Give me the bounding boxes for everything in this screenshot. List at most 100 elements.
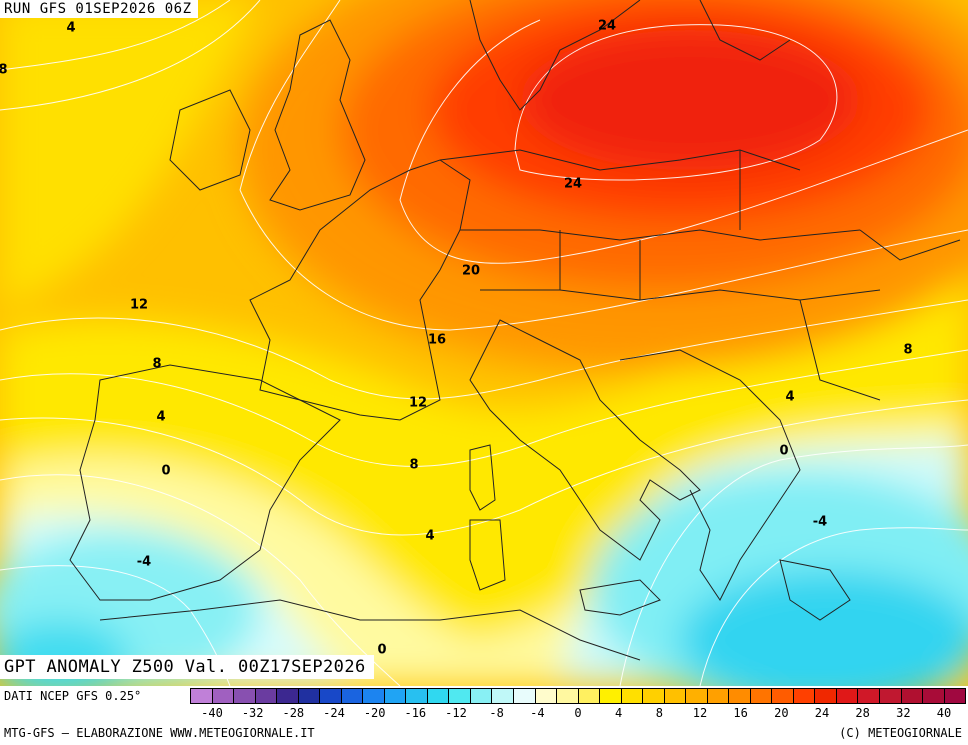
colorbar-swatch [707, 689, 730, 703]
colorbar-swatch [836, 689, 859, 703]
colorbar-swatch [384, 689, 407, 703]
border-central-2 [460, 229, 861, 241]
coastlines [69, 0, 961, 661]
coast-crete-area [779, 559, 851, 621]
low-greece-core [680, 570, 968, 686]
colorbar-swatch [621, 689, 644, 703]
colorbar-tick-label: -28 [282, 706, 305, 720]
isolines [0, 0, 968, 686]
isoline-8 [0, 349, 968, 467]
colorbar-swatch [578, 689, 601, 703]
contour-label: 0 [161, 463, 171, 479]
colorbar [190, 688, 966, 704]
coast-britain [269, 19, 366, 211]
contour-label: 0 [779, 443, 789, 459]
colorbar-swatch [298, 689, 321, 703]
colorbar-swatch [427, 689, 450, 703]
contour-label: 4 [156, 409, 166, 425]
colorbar-swatch [858, 689, 880, 703]
colorbar-tick-label: 20 [774, 706, 789, 720]
colorbar-swatch [492, 689, 514, 703]
colorbar-tick-label: -40 [201, 706, 223, 720]
map-title: GPT ANOMALY Z500 Val. 00Z17SEP2026 [0, 655, 374, 679]
colorbar-swatch [191, 689, 213, 703]
coast-ireland [169, 89, 251, 191]
coast-france [249, 159, 471, 421]
coast-balkans [619, 349, 801, 601]
anomaly-fields [0, 0, 968, 686]
coast-iberia [69, 364, 341, 601]
isoline-m4-east [699, 527, 968, 686]
contour-label: 8 [903, 342, 913, 358]
contour-label: 16 [427, 332, 447, 348]
contour-label: 24 [597, 18, 617, 34]
colorbar-tick-label: 28 [855, 706, 870, 720]
anomaly-map: 4 8 24 24 20 16 12 12 8 8 4 0 8 4 0 -4 -… [0, 0, 968, 686]
colorbar-tick-label: 32 [896, 706, 911, 720]
colorbar-swatch [234, 689, 256, 703]
coast-corsica [469, 444, 496, 511]
colorbar-swatch [944, 689, 966, 703]
colorbar-tick-label: 12 [692, 706, 708, 720]
contour-label: 0 [377, 642, 387, 658]
coast-denmark [469, 0, 641, 111]
border-verticals [559, 150, 881, 401]
colorbar-swatch [880, 689, 902, 703]
isoline-north-atlantic [0, 0, 261, 111]
colorbar-tick-label: 40 [936, 706, 952, 720]
colorbar-tick-label: 16 [733, 706, 748, 720]
copyright: (C) METEOGIORNALE [839, 726, 962, 740]
isoline-4 [0, 399, 968, 536]
colorbar-swatch [686, 689, 708, 703]
colorbar-tick-label: -32 [241, 706, 264, 720]
colorbar-tick-label: 4 [615, 706, 623, 720]
colorbar-swatch [772, 689, 794, 703]
contour-label: 4 [785, 389, 795, 405]
coast-italy [469, 319, 701, 561]
colorbar-swatch [363, 689, 385, 703]
contour-label: 12 [408, 395, 428, 411]
colorbar-swatch [729, 689, 751, 703]
colorbar-tick-label: 0 [574, 706, 582, 720]
coast-north-africa [99, 599, 641, 661]
contour-label: 8 [152, 356, 162, 372]
legend-footer: DATI NCEP GFS 0.25° -40 -32 -28 -24 -20 -16 -1… [0, 686, 968, 745]
colorbar-tick-label: -20 [363, 706, 386, 720]
coast-sicily [579, 579, 661, 616]
contour-label: 8 [0, 62, 8, 78]
colorbar-swatch [277, 689, 299, 703]
colorbar-swatch [320, 689, 342, 703]
border-central-3 [480, 289, 881, 301]
contour-label: 4 [66, 20, 76, 36]
isoline-12 [0, 299, 968, 400]
border-central-1 [439, 149, 801, 171]
contour-label: 20 [461, 263, 481, 279]
colorbar-swatch [406, 689, 428, 703]
contour-label: -4 [136, 554, 152, 570]
contour-label: 4 [425, 528, 435, 544]
colorbar-swatch [750, 689, 773, 703]
band-yellow-north-atlantic [0, 0, 260, 310]
colorbar-swatch [449, 689, 471, 703]
colorbar-tick-label: -16 [404, 706, 427, 720]
high-core [520, 30, 860, 170]
colorbar-swatch [815, 689, 837, 703]
colorbar-tick-label: 24 [814, 706, 830, 720]
colorbar-swatch [664, 689, 687, 703]
colorbar-tick-label: 8 [655, 706, 663, 720]
contour-label: 12 [129, 297, 149, 313]
colorbar-swatch [513, 689, 536, 703]
contour-label: 24 [563, 176, 583, 192]
contour-label: 8 [409, 457, 419, 473]
elaboration-credit: MTG-GFS — ELABORAZIONE WWW.METEOGIORNALE… [4, 726, 315, 740]
colorbar-tick-label: -24 [323, 706, 345, 720]
colorbar-tick-label: -12 [445, 706, 467, 720]
coast-baltic [699, 0, 791, 61]
contour-label: -4 [812, 514, 828, 530]
colorbar-swatch [600, 689, 622, 703]
colorbar-swatch [901, 689, 924, 703]
colorbar-swatch [535, 689, 558, 703]
colorbar-swatch [470, 689, 493, 703]
map-canvas [0, 0, 968, 686]
colorbar-swatch [557, 689, 579, 703]
